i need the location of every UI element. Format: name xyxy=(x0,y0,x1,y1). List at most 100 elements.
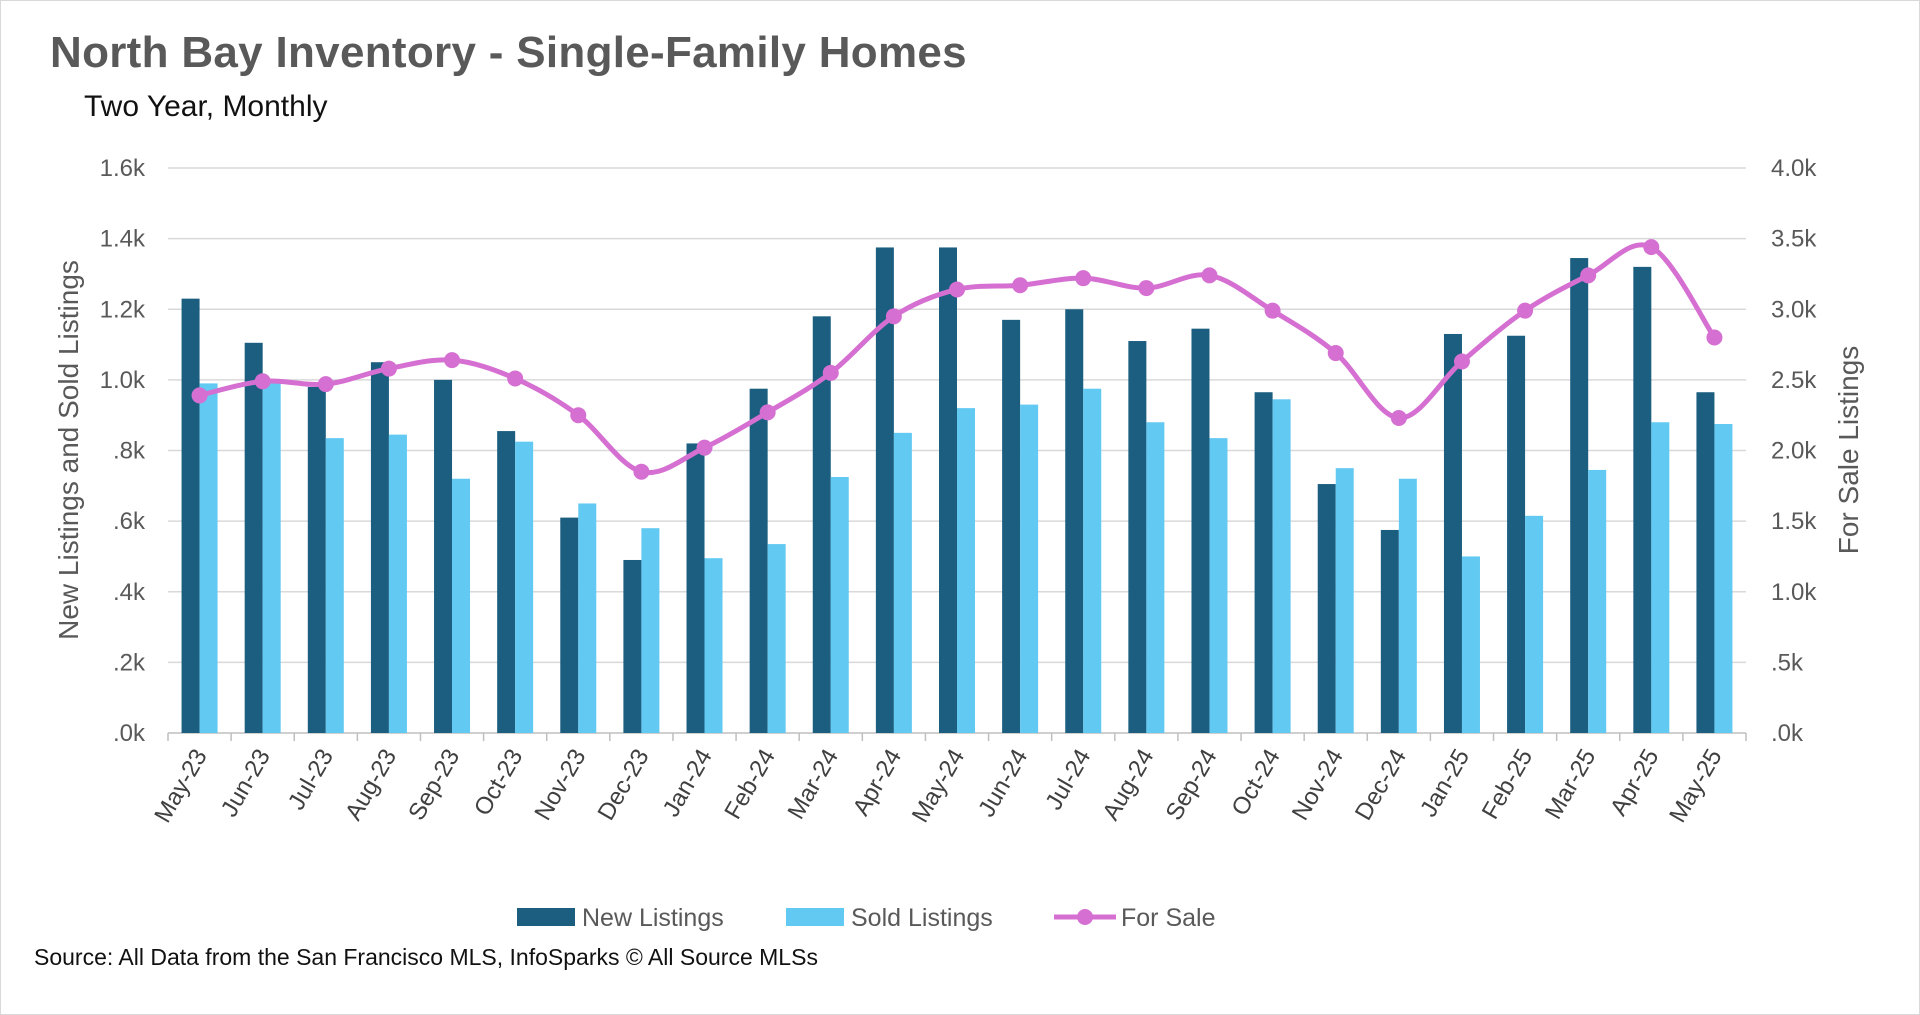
for-sale-point xyxy=(507,370,524,387)
chart-subtitle: Two Year, Monthly xyxy=(84,90,328,123)
left-tick-label: .0k xyxy=(113,720,146,747)
chart-title: North Bay Inventory - Single-Family Home… xyxy=(50,28,967,77)
sold-listings-bar xyxy=(388,434,407,733)
right-tick-label: .0k xyxy=(1771,720,1804,747)
x-axis-label: Jun-24 xyxy=(973,745,1033,822)
right-tick-label: 3.0k xyxy=(1771,296,1817,323)
new-listings-bar xyxy=(875,247,894,733)
sold-listings-bar xyxy=(325,438,344,733)
new-listings-bar xyxy=(1507,335,1526,733)
for-sale-point xyxy=(444,352,461,369)
sold-listings-bar xyxy=(767,544,786,733)
sold-listings-bar xyxy=(1146,422,1165,733)
new-listings-bar xyxy=(1443,333,1462,733)
sold-listings-bar xyxy=(1398,478,1417,733)
new-listings-bar xyxy=(1191,328,1210,733)
right-tick-label: .5k xyxy=(1771,649,1804,676)
legend-marker-for-sale xyxy=(1077,909,1093,925)
for-sale-point xyxy=(380,360,397,377)
x-axis-label: May-24 xyxy=(907,745,970,828)
x-axis-label: Sep-23 xyxy=(403,745,465,826)
new-listings-bar xyxy=(939,247,957,733)
new-listings-bar xyxy=(812,316,831,733)
left-tick-label: 1.4k xyxy=(100,226,146,253)
sold-listings-bar xyxy=(1209,438,1228,733)
for-sale-point xyxy=(1012,277,1029,294)
x-axis-label: Feb-25 xyxy=(1477,745,1538,824)
x-axis-label: Dec-23 xyxy=(593,745,655,826)
legend-label-new-listings: New Listings xyxy=(582,904,724,932)
new-listings-bar xyxy=(1065,309,1084,733)
sold-listings-bar xyxy=(1588,469,1607,733)
sold-listings-bar xyxy=(199,383,218,733)
x-axis-label: Jan-24 xyxy=(658,745,718,822)
x-axis-label: May-23 xyxy=(149,745,212,828)
new-listings-bar xyxy=(1128,341,1147,733)
x-axis-label: Jul-23 xyxy=(283,745,339,815)
new-listings-bar xyxy=(307,386,326,733)
for-sale-point xyxy=(1517,302,1534,319)
sold-listings-bar xyxy=(1461,556,1480,733)
new-listings-bar xyxy=(434,379,453,733)
x-axis-label: Mar-25 xyxy=(1540,745,1601,824)
x-axis-label: Nov-24 xyxy=(1287,745,1349,826)
for-sale-point xyxy=(254,373,271,390)
sold-listings-bar xyxy=(262,383,281,733)
x-axis-label: Mar-24 xyxy=(783,745,844,824)
for-sale-point xyxy=(1327,345,1344,362)
for-sale-point xyxy=(317,376,334,393)
left-axis-title: New Listings and Sold Listings xyxy=(53,260,84,640)
x-axis-label: May-25 xyxy=(1664,745,1727,828)
right-tick-label: 2.0k xyxy=(1771,438,1817,465)
for-sale-point xyxy=(1453,353,1470,370)
legend-label-sold-listings: Sold Listings xyxy=(851,904,993,932)
for-sale-point xyxy=(191,387,208,404)
new-listings-bar xyxy=(1254,392,1273,733)
x-axis-label: Jan-25 xyxy=(1415,745,1475,822)
new-listings-bar xyxy=(244,342,263,733)
for-sale-point xyxy=(1706,329,1723,346)
left-tick-label: .4k xyxy=(113,579,146,606)
for-sale-point xyxy=(633,463,650,480)
x-axis-label: Aug-24 xyxy=(1097,745,1159,826)
for-sale-point xyxy=(1138,280,1155,297)
new-listings-bar xyxy=(1633,266,1652,733)
x-axis-label: Apr-25 xyxy=(1605,745,1664,821)
left-tick-label: 1.6k xyxy=(100,155,146,182)
for-sale-point xyxy=(1264,302,1281,319)
for-sale-point xyxy=(1201,267,1218,284)
new-listings-bar xyxy=(749,388,768,733)
for-sale-point xyxy=(885,308,902,325)
legend-swatch-sold-listings xyxy=(786,908,844,926)
sold-listings-bar xyxy=(1651,422,1670,733)
for-sale-point xyxy=(1075,270,1092,287)
sold-listings-bar xyxy=(1714,424,1733,733)
x-axis-label: Aug-23 xyxy=(340,745,402,826)
sold-listings-bar xyxy=(1083,388,1102,733)
legend-swatch-new-listings xyxy=(517,908,575,926)
for-sale-point xyxy=(570,407,587,424)
left-tick-label: .8k xyxy=(113,438,146,465)
x-axis-label: Sep-24 xyxy=(1161,745,1223,826)
right-tick-label: 1.0k xyxy=(1771,579,1817,606)
new-listings-bar xyxy=(623,559,642,733)
new-listings-bar xyxy=(497,431,516,733)
for-sale-point xyxy=(1390,410,1407,427)
right-axis-title: For Sale Listings xyxy=(1833,346,1864,555)
sold-listings-bar xyxy=(957,408,975,733)
sold-listings-bar xyxy=(1335,468,1354,733)
left-tick-label: .6k xyxy=(113,508,146,535)
sold-listings-bar xyxy=(515,441,534,733)
new-listings-bar xyxy=(1317,484,1336,733)
left-tick-label: .2k xyxy=(113,649,146,676)
right-tick-label: 1.5k xyxy=(1771,508,1817,535)
legend-label-for-sale: For Sale xyxy=(1121,904,1215,932)
right-tick-label: 3.5k xyxy=(1771,226,1817,253)
for-sale-point xyxy=(1580,267,1597,284)
x-axis-label: Dec-24 xyxy=(1350,745,1412,826)
new-listings-bar xyxy=(686,443,705,733)
left-tick-label: 1.0k xyxy=(100,367,146,394)
sold-listings-bar xyxy=(1272,399,1291,733)
new-listings-bar xyxy=(1002,319,1021,733)
sold-listings-bar xyxy=(578,503,597,733)
